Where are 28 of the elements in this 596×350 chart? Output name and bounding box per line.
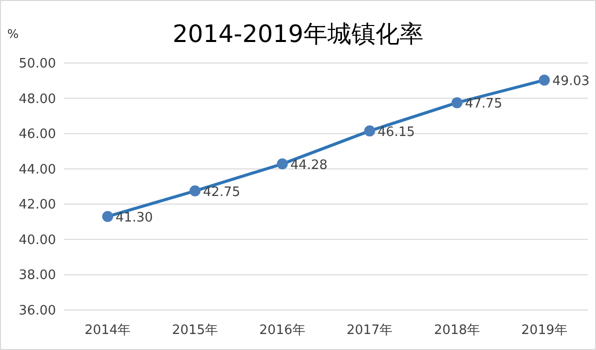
- x-tick-label: 2017年: [346, 323, 393, 338]
- data-label: 41.30: [116, 210, 153, 226]
- y-tick-label: 46.00: [18, 127, 56, 142]
- point: [102, 210, 114, 222]
- data-label: 46.15: [378, 124, 415, 140]
- y-tick-label: 42.00: [18, 198, 56, 213]
- y-tick-label: 38.00: [18, 268, 56, 284]
- y-tick-label: 36.00: [18, 304, 56, 318]
- y-axis-title: %: [7, 27, 19, 41]
- point: [452, 97, 462, 108]
- y-tick-label: 44.00: [18, 162, 56, 178]
- data-label: 44.28: [290, 158, 328, 173]
- data-label: 42.75: [203, 184, 240, 200]
- x-tick-label: 2018年: [434, 323, 480, 338]
- x-tick-label: 2016年: [259, 323, 306, 338]
- data-label: 47.75: [465, 96, 502, 112]
- y-tick-label: 40.00: [18, 232, 56, 248]
- point: [538, 74, 550, 86]
- chart-title: 2014-2019年城镇化率: [172, 20, 424, 48]
- point: [276, 158, 288, 170]
- point: [364, 125, 376, 136]
- x-tick-label: 2015年: [172, 323, 218, 338]
- y-tick-label: 50.00: [18, 56, 56, 72]
- point: [190, 185, 200, 196]
- y-tick-label: 48.00: [18, 92, 56, 107]
- x-tick-label: 2014年: [84, 323, 131, 338]
- x-tick-label: 2019年: [521, 323, 568, 338]
- data-label: 49.03: [552, 74, 590, 90]
